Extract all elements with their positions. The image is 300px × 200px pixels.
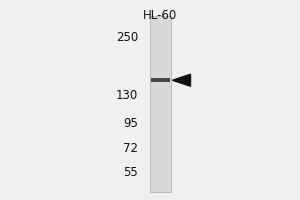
Text: 250: 250 bbox=[116, 31, 138, 44]
Text: 72: 72 bbox=[123, 142, 138, 155]
Text: 130: 130 bbox=[116, 89, 138, 102]
FancyBboxPatch shape bbox=[150, 16, 171, 192]
FancyBboxPatch shape bbox=[151, 78, 170, 82]
Text: 95: 95 bbox=[123, 117, 138, 130]
Polygon shape bbox=[172, 74, 190, 86]
Text: HL-60: HL-60 bbox=[143, 9, 178, 22]
Text: 55: 55 bbox=[123, 166, 138, 179]
